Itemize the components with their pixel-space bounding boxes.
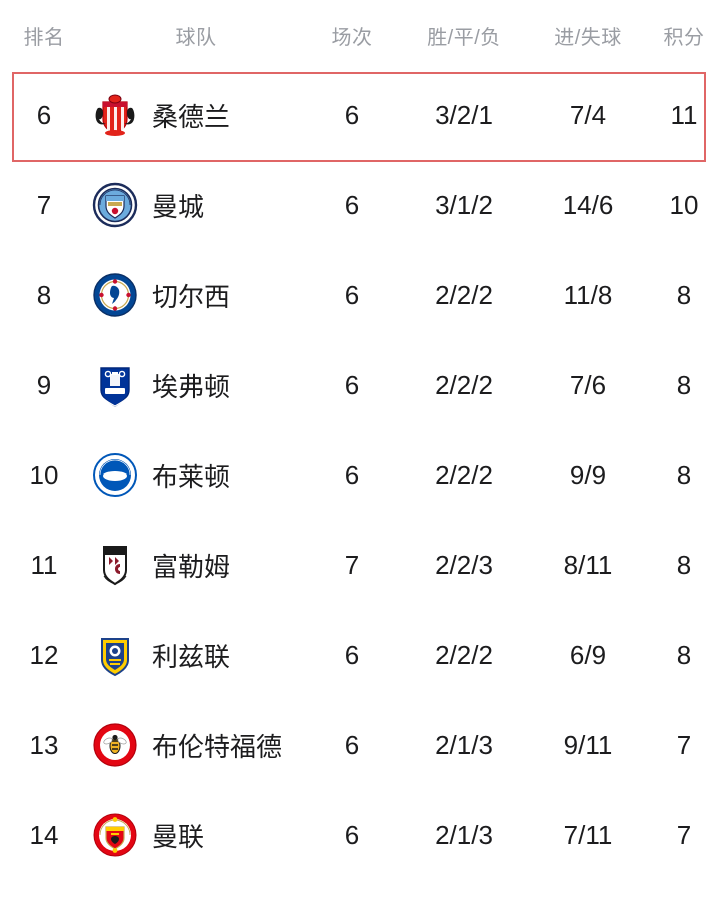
team-name-label: 布伦特福德 bbox=[152, 731, 283, 762]
cell-win-draw-loss: 2/2/2 bbox=[435, 369, 493, 400]
cell-played: 6 bbox=[344, 639, 360, 670]
cell-team[interactable]: 曼城 bbox=[88, 182, 304, 228]
table-row[interactable]: 13 布伦特福德 6 2/1/3 9/11 7 bbox=[0, 700, 720, 790]
table-row[interactable]: 12 利兹联 6 2/2/2 6/9 8 bbox=[0, 610, 720, 700]
table-row[interactable]: 7 曼城 6 3/1/2 14/6 10 bbox=[0, 160, 720, 250]
column-header-points: 积分 bbox=[663, 26, 705, 49]
brighton-crest bbox=[92, 452, 138, 498]
cell-points: 7 bbox=[676, 729, 692, 760]
cell-goals-for-against: 8/11 bbox=[563, 549, 613, 580]
cell-played: 6 bbox=[344, 729, 360, 760]
manchester-united-crest bbox=[92, 812, 138, 858]
table-row[interactable]: 6 桑德兰 6 3/2/1 7/4 11 bbox=[0, 70, 720, 160]
cell-win-draw-loss: 2/2/3 bbox=[435, 549, 493, 580]
cell-goals-for-against: 9/11 bbox=[563, 729, 613, 760]
table-row[interactable]: 14 曼联 6 2/1/3 7/11 7 bbox=[0, 790, 720, 880]
team-name-label: 埃弗顿 bbox=[152, 371, 231, 402]
cell-rank: 9 bbox=[36, 369, 52, 400]
cell-played: 6 bbox=[344, 819, 360, 850]
cell-goals-for-against: 11/8 bbox=[563, 279, 613, 310]
cell-win-draw-loss: 2/2/2 bbox=[435, 639, 493, 670]
cell-points: 8 bbox=[676, 279, 692, 310]
brentford-crest bbox=[92, 722, 138, 768]
cell-win-draw-loss: 2/1/3 bbox=[435, 729, 493, 760]
cell-team[interactable]: 曼联 bbox=[88, 812, 304, 858]
team-name-label: 曼城 bbox=[152, 191, 205, 222]
cell-points: 11 bbox=[670, 99, 698, 130]
cell-goals-for-against: 14/6 bbox=[562, 189, 614, 220]
everton-crest bbox=[92, 362, 138, 408]
cell-points: 10 bbox=[669, 189, 699, 220]
cell-played: 7 bbox=[344, 549, 360, 580]
cell-goals-for-against: 7/6 bbox=[569, 369, 607, 400]
team-name-label: 布莱顿 bbox=[152, 461, 231, 492]
table-row[interactable]: 9 埃弗顿 6 2/2/2 7/6 8 bbox=[0, 340, 720, 430]
cell-rank: 13 bbox=[29, 729, 59, 760]
cell-goals-for-against: 6/9 bbox=[569, 639, 607, 670]
cell-points: 7 bbox=[676, 819, 692, 850]
cell-goals-for-against: 7/4 bbox=[569, 99, 607, 130]
cell-team[interactable]: 布伦特福德 bbox=[88, 722, 304, 768]
fulham-crest bbox=[92, 542, 138, 588]
cell-team[interactable]: 富勒姆 bbox=[88, 542, 304, 588]
table-body: 6 桑德兰 6 3/2/1 7/4 11 7 曼城 6 3/1/2 14/6 10 8 切尔西 6 2/2/2… bbox=[0, 70, 720, 880]
cell-rank: 7 bbox=[36, 189, 52, 220]
cell-team[interactable]: 布莱顿 bbox=[88, 452, 304, 498]
cell-points: 8 bbox=[676, 549, 692, 580]
leeds-united-crest bbox=[92, 632, 138, 678]
cell-points: 8 bbox=[676, 639, 692, 670]
cell-win-draw-loss: 2/2/2 bbox=[435, 279, 493, 310]
cell-rank: 10 bbox=[29, 459, 59, 490]
cell-rank: 11 bbox=[30, 549, 58, 580]
team-name-label: 富勒姆 bbox=[152, 551, 231, 582]
cell-team[interactable]: 桑德兰 bbox=[88, 92, 304, 138]
cell-team[interactable]: 利兹联 bbox=[88, 632, 304, 678]
cell-played: 6 bbox=[344, 189, 360, 220]
table-row[interactable]: 8 切尔西 6 2/2/2 11/8 8 bbox=[0, 250, 720, 340]
cell-played: 6 bbox=[344, 369, 360, 400]
cell-rank: 8 bbox=[36, 279, 52, 310]
cell-points: 8 bbox=[676, 369, 692, 400]
cell-team[interactable]: 埃弗顿 bbox=[88, 362, 304, 408]
cell-win-draw-loss: 3/1/2 bbox=[435, 189, 493, 220]
table-row[interactable]: 10 布莱顿 6 2/2/2 9/9 8 bbox=[0, 430, 720, 520]
column-header-rank: 排名 bbox=[23, 26, 65, 49]
table-header-row: 排名 球队 场次 胜/平/负 进/失球 积分 bbox=[0, 0, 720, 70]
cell-win-draw-loss: 3/2/1 bbox=[435, 99, 493, 130]
cell-rank: 12 bbox=[29, 639, 59, 670]
cell-rank: 6 bbox=[36, 99, 52, 130]
team-name-label: 切尔西 bbox=[152, 281, 231, 312]
manchester-city-crest bbox=[92, 182, 138, 228]
cell-win-draw-loss: 2/1/3 bbox=[435, 819, 493, 850]
team-name-label: 桑德兰 bbox=[152, 101, 231, 132]
chelsea-crest bbox=[92, 272, 138, 318]
cell-played: 6 bbox=[344, 279, 360, 310]
team-name-label: 利兹联 bbox=[152, 641, 231, 672]
cell-rank: 14 bbox=[29, 819, 59, 850]
column-header-goals: 进/失球 bbox=[554, 26, 622, 49]
sunderland-crest bbox=[92, 92, 138, 138]
cell-played: 6 bbox=[344, 99, 360, 130]
cell-goals-for-against: 7/11 bbox=[563, 819, 613, 850]
cell-win-draw-loss: 2/2/2 bbox=[435, 459, 493, 490]
team-name-label: 曼联 bbox=[152, 821, 205, 852]
table-row[interactable]: 11 富勒姆 7 2/2/3 8/11 8 bbox=[0, 520, 720, 610]
column-header-wdl: 胜/平/负 bbox=[427, 26, 501, 49]
column-header-played: 场次 bbox=[331, 26, 373, 49]
cell-team[interactable]: 切尔西 bbox=[88, 272, 304, 318]
cell-points: 8 bbox=[676, 459, 692, 490]
cell-goals-for-against: 9/9 bbox=[569, 459, 607, 490]
cell-played: 6 bbox=[344, 459, 360, 490]
column-header-team: 球队 bbox=[175, 26, 217, 49]
